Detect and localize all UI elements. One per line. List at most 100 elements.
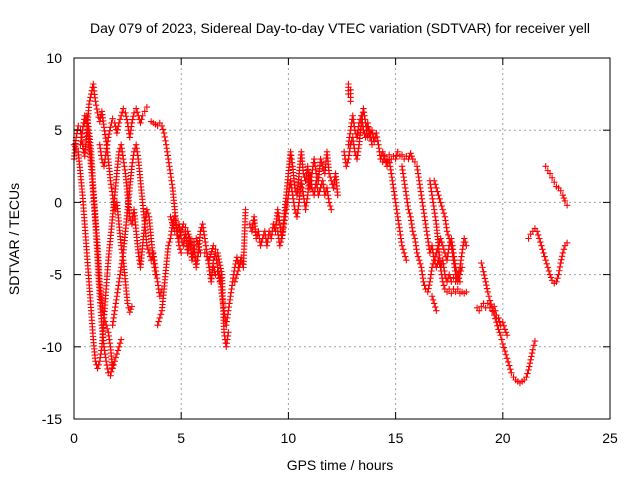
data-point xyxy=(420,278,427,286)
data-point xyxy=(208,248,215,255)
data-point xyxy=(413,249,421,257)
data-point xyxy=(315,191,322,199)
x-tick-label: 5 xyxy=(177,430,185,446)
y-tick-label: 0 xyxy=(54,194,62,210)
data-point xyxy=(138,116,145,123)
data-trace xyxy=(210,264,226,286)
data-point xyxy=(501,347,509,355)
data-point xyxy=(462,238,469,246)
data-point xyxy=(171,228,178,235)
data-point xyxy=(448,290,455,297)
data-point xyxy=(394,148,401,156)
data-point xyxy=(555,271,562,278)
data-point xyxy=(80,149,88,156)
data-point xyxy=(446,235,453,242)
data-point xyxy=(374,137,381,144)
data-point xyxy=(162,137,169,144)
data-point xyxy=(167,213,174,221)
data-point xyxy=(94,365,101,372)
data-point xyxy=(443,228,451,235)
data-point xyxy=(433,184,440,192)
data-point xyxy=(102,358,110,365)
data-point xyxy=(195,243,202,251)
data-trace xyxy=(430,177,466,286)
data-point xyxy=(317,155,324,163)
data-point xyxy=(434,188,441,195)
data-point xyxy=(560,194,568,202)
data-point xyxy=(379,148,386,156)
data-point xyxy=(325,170,333,177)
data-point xyxy=(373,129,380,137)
data-point xyxy=(499,319,506,326)
data-point xyxy=(392,155,399,163)
data-point xyxy=(185,230,192,238)
data-point xyxy=(548,174,556,182)
data-point xyxy=(540,249,547,257)
data-point xyxy=(429,296,437,304)
data-point xyxy=(439,206,446,213)
data-point xyxy=(492,315,499,322)
data-point xyxy=(105,130,113,138)
data-point xyxy=(210,264,217,271)
data-point xyxy=(398,242,406,249)
data-point xyxy=(529,346,537,353)
data-point xyxy=(234,267,242,275)
data-point xyxy=(218,271,226,278)
data-point xyxy=(215,252,222,260)
data-point xyxy=(407,150,414,157)
data-point xyxy=(456,271,464,278)
data-point xyxy=(534,231,542,239)
data-point xyxy=(158,122,166,130)
data-point xyxy=(92,98,99,105)
x-axis-label: GPS time / hours xyxy=(287,457,394,473)
data-point xyxy=(503,332,511,339)
data-point xyxy=(107,124,114,131)
data-trace xyxy=(345,80,354,105)
data-point xyxy=(179,223,186,231)
data-point xyxy=(176,246,184,253)
data-point xyxy=(457,267,465,275)
x-tick-label: 15 xyxy=(388,430,404,446)
data-point xyxy=(216,278,223,286)
data-point xyxy=(132,105,140,112)
data-point xyxy=(463,288,470,296)
data-point xyxy=(160,129,168,137)
data-point xyxy=(214,249,221,257)
data-point xyxy=(545,267,553,275)
data-point xyxy=(205,256,213,264)
data-point xyxy=(328,206,335,213)
data-point xyxy=(504,358,512,366)
data-point xyxy=(430,177,438,184)
data-point xyxy=(495,326,502,333)
data-point xyxy=(178,226,185,234)
data-point xyxy=(95,361,102,369)
data-point xyxy=(414,253,422,260)
y-tick-label: -10 xyxy=(42,339,62,355)
data-point xyxy=(211,267,218,275)
data-point xyxy=(458,264,466,271)
data-trace xyxy=(426,177,470,297)
x-tick-label: 25 xyxy=(602,430,618,446)
data-point xyxy=(182,224,189,231)
data-point xyxy=(114,347,122,354)
data-point xyxy=(415,256,423,264)
data-point xyxy=(544,264,552,271)
data-point xyxy=(116,116,124,123)
data-point xyxy=(500,322,508,330)
data-point xyxy=(484,288,491,296)
data-point xyxy=(115,119,123,127)
data-point xyxy=(424,288,431,296)
data-point xyxy=(210,242,217,249)
data-point xyxy=(476,307,483,314)
data-point xyxy=(440,282,448,289)
data-point xyxy=(201,249,208,257)
data-point xyxy=(344,159,351,166)
data-point xyxy=(109,115,116,122)
data-point xyxy=(428,264,436,271)
data-point xyxy=(207,251,214,258)
data-point xyxy=(225,329,232,336)
data-point xyxy=(543,260,550,267)
data-point xyxy=(447,275,454,282)
